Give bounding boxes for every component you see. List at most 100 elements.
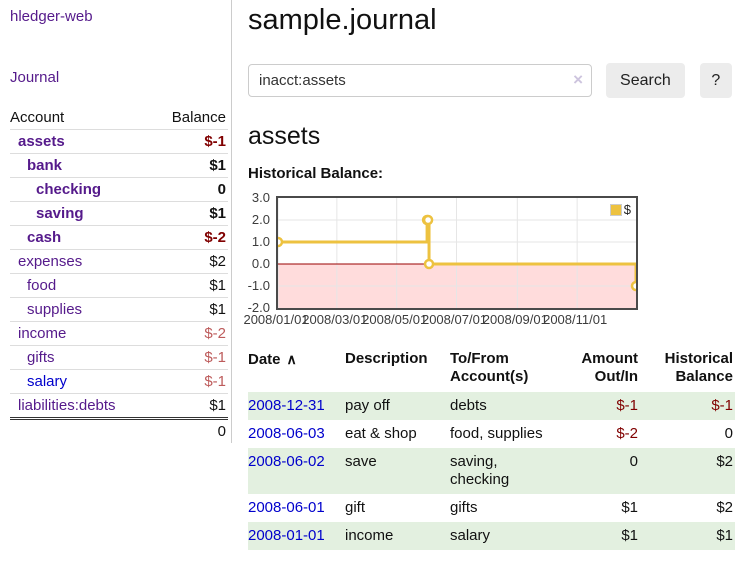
register-col-tofrom: To/From Account(s): [450, 350, 529, 385]
accounts-col-account: Account: [10, 109, 65, 126]
transaction-date-cell: 2008-06-02: [248, 448, 345, 494]
transaction-description: pay off: [345, 397, 390, 414]
chart-title: Historical Balance:: [248, 165, 384, 182]
sidebar: hledger-web Journal Account Balance asse…: [0, 0, 232, 443]
transaction-accounts: debts: [450, 397, 487, 414]
transaction-accounts: saving, checking: [450, 453, 510, 488]
sidebar-account-gifts[interactable]: gifts: [27, 349, 55, 366]
transaction-date-cell: 2008-12-31: [248, 392, 345, 420]
account-balance: $1: [209, 397, 226, 414]
sidebar-account-salary[interactable]: salary: [27, 373, 68, 390]
nav-journal-link[interactable]: Journal: [10, 69, 60, 86]
transaction-row: 2008-06-03 eat & shop food, supplies $-2 0: [248, 420, 735, 448]
account-balance: $-2: [204, 325, 226, 342]
clear-search-icon[interactable]: ×: [573, 70, 584, 89]
transaction-date-cell: 2008-01-01: [248, 522, 345, 550]
y-axis-tick-label: -2.0: [247, 300, 270, 315]
account-balance: $1: [209, 301, 226, 318]
sidebar-account-income[interactable]: income: [18, 325, 67, 342]
data-point-marker: [630, 280, 636, 292]
account-balance: $2: [209, 253, 226, 270]
accounts-header-row: Account Balance: [10, 106, 228, 130]
sidebar-account-expenses[interactable]: expenses: [18, 253, 83, 270]
data-point-marker: [423, 258, 435, 270]
search-bar: × Search ?: [248, 63, 732, 98]
search-input-wrap: ×: [248, 64, 593, 97]
transaction-row: 2008-12-31 pay off debts $-1 $-1: [248, 392, 735, 420]
transaction-balance: $-1: [711, 397, 733, 414]
transaction-date-link[interactable]: 2008-01-01: [248, 527, 325, 544]
spacer: [10, 419, 153, 444]
account-balance: $-1: [204, 349, 226, 366]
account-row: salary $-1: [10, 369, 228, 394]
register-col-amount: Amount Out/In: [581, 350, 638, 385]
account-row: gifts $-1: [10, 345, 228, 370]
x-axis-tick-label: 2008/03/01: [302, 312, 368, 327]
accounts-table: Account Balance assets $-1 bank $1 checking 0…: [10, 106, 228, 443]
sidebar-account-bank[interactable]: bank: [27, 157, 63, 174]
transaction-description: eat & shop: [345, 425, 417, 442]
transaction-row: 2008-06-01 gift gifts $1 $2: [248, 494, 735, 522]
transaction-amount: $-2: [616, 425, 638, 442]
sidebar-account-saving[interactable]: saving: [36, 205, 84, 222]
search-input[interactable]: [248, 64, 593, 97]
transaction-accounts: gifts: [450, 499, 478, 516]
search-button[interactable]: Search: [606, 63, 685, 98]
transaction-date-link[interactable]: 2008-06-03: [248, 425, 325, 442]
accounts-total-row: 0: [10, 418, 228, 444]
account-row: saving $1: [10, 201, 228, 226]
y-axis-tick-label: 3.0: [251, 190, 270, 205]
transaction-amount: $1: [621, 499, 638, 516]
y-axis-tick-label: -1.0: [247, 278, 270, 293]
account-balance: $-2: [204, 229, 226, 246]
x-axis-tick-label: 2008/01/01: [243, 312, 309, 327]
transaction-amount: $1: [621, 527, 638, 544]
sidebar-account-supplies[interactable]: supplies: [27, 301, 83, 318]
account-row: assets $-1: [10, 129, 228, 154]
register-col-balance: Historical Balance: [664, 350, 733, 385]
transaction-amount: $-1: [616, 397, 638, 414]
legend-swatch-icon: [609, 203, 622, 216]
register-col-description: Description: [345, 350, 428, 367]
transaction-balance: $1: [716, 527, 733, 544]
sidebar-account-assets[interactable]: assets: [18, 133, 65, 150]
register-header-row: Date ∧ Description To/From Account(s) Amo…: [248, 346, 735, 392]
transaction-balance: $2: [716, 499, 733, 516]
transaction-date-link[interactable]: 2008-06-02: [248, 453, 325, 470]
y-axis-tick-label: 0.0: [251, 256, 270, 271]
register-col-date[interactable]: Date ∧: [248, 351, 297, 368]
transaction-date-cell: 2008-06-03: [248, 420, 345, 448]
sort-ascending-icon: ∧: [286, 351, 297, 367]
app-brand[interactable]: hledger-web: [10, 8, 93, 25]
sidebar-account-checking[interactable]: checking: [36, 181, 102, 198]
account-balance: 0: [217, 181, 226, 198]
chart-legend: $: [607, 201, 633, 218]
chart-canvas: [278, 198, 636, 308]
sidebar-account-liabilities-debts[interactable]: liabilities:debts: [18, 397, 116, 414]
transaction-row: 2008-06-02 save saving, checking 0 $2: [248, 448, 735, 494]
transaction-amount: 0: [629, 453, 638, 470]
chart-plot-area: $: [276, 196, 638, 310]
account-row: food $1: [10, 273, 228, 298]
sidebar-account-cash[interactable]: cash: [27, 229, 62, 246]
help-button[interactable]: ?: [699, 63, 732, 98]
y-axis-labels: 3.0 2.0 1.0 0.0 -1.0 -2.0: [247, 190, 272, 315]
transaction-description: save: [345, 453, 377, 470]
account-row: cash $-2: [10, 225, 228, 250]
x-axis-tick-label: 2008/07/01: [421, 312, 488, 327]
transaction-accounts: food, supplies: [450, 425, 543, 442]
historical-balance-chart: 3.0 2.0 1.0 0.0 -1.0 -2.0 $ 2008/01/01 2008/03…: [243, 190, 666, 330]
transaction-date-link[interactable]: 2008-12-31: [248, 397, 325, 414]
account-row: supplies $1: [10, 297, 228, 322]
account-row: expenses $2: [10, 249, 228, 274]
transaction-date-link[interactable]: 2008-06-01: [248, 499, 325, 516]
data-point-marker: [278, 236, 284, 248]
account-balance: $1: [209, 205, 226, 222]
sidebar-account-food[interactable]: food: [27, 277, 57, 294]
accounts-total-value: 0: [217, 423, 226, 440]
register-table: Date ∧ Description To/From Account(s) Amo…: [248, 346, 735, 550]
transaction-balance: 0: [724, 425, 733, 442]
x-axis-tick-label: 2008/05/01: [362, 312, 428, 327]
account-balance: $1: [209, 157, 226, 174]
account-heading: assets: [248, 122, 321, 150]
